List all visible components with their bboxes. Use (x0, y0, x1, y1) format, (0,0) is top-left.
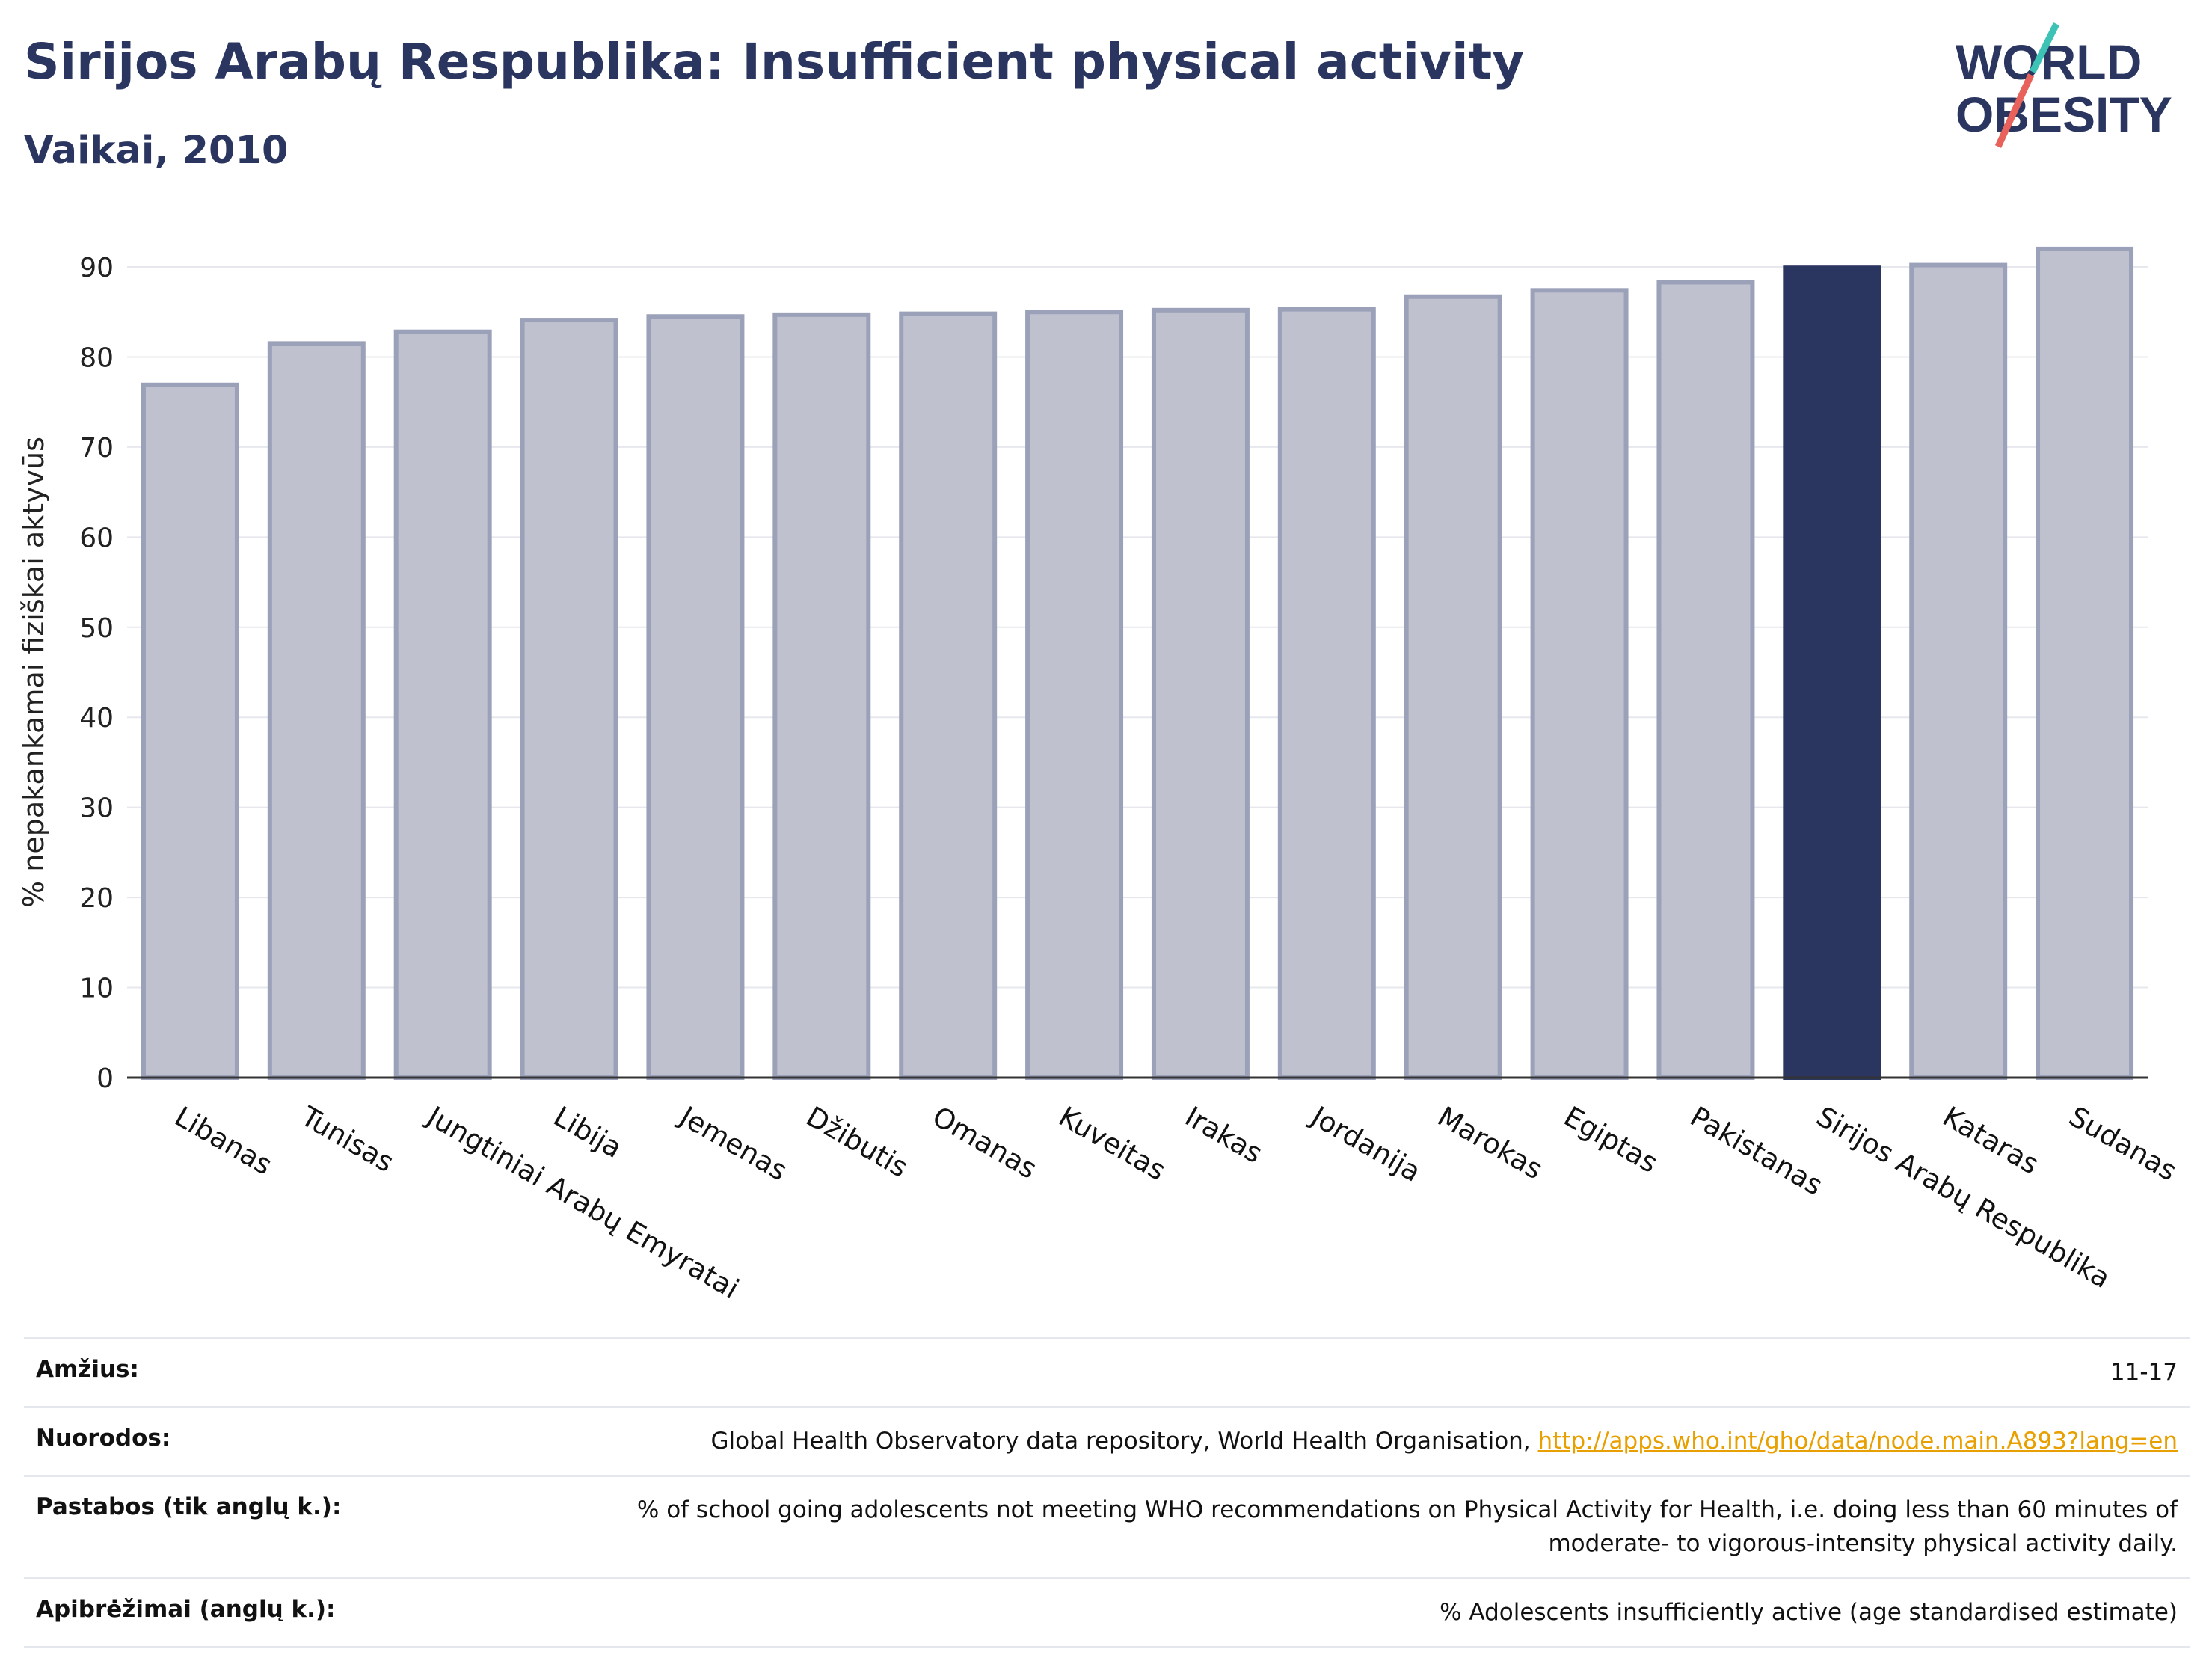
footer-value: 11-17 (2110, 1359, 2178, 1386)
logo-slash-red (1994, 73, 2035, 148)
x-tick-label: Irakas (1179, 1100, 1268, 1170)
x-tick-label: Kataras (1938, 1100, 2044, 1181)
bar-15 (2036, 246, 2134, 1080)
bar-13 (1783, 265, 1881, 1080)
x-tick-label: Marokas (1432, 1100, 1548, 1185)
x-tick-label: Kuveitas (1053, 1100, 1171, 1187)
y-tick-label: 70 (79, 433, 114, 464)
footer-value: % Adolescents insufficiently active (age… (1440, 1598, 2178, 1626)
y-tick-label: 40 (79, 703, 114, 734)
page-title: Sirijos Arabų Respublika: Insufficient p… (24, 33, 1525, 90)
y-axis-label: % nepakankamai fiziškai aktyvūs (17, 437, 50, 908)
footer-value: Global Health Observatory data repositor… (710, 1425, 2178, 1458)
x-tick-label: Omanas (927, 1100, 1042, 1185)
footer-label: Nuorodos: (36, 1424, 171, 1452)
footer-label: Pastabos (tik anglų k.): (36, 1493, 342, 1520)
x-tick-label: Sudanas (2063, 1100, 2182, 1187)
x-tick-label: Jordanija (1304, 1099, 1426, 1188)
x-tick-label: Libanas (169, 1100, 277, 1181)
world-obesity-logo: WORLD OBESITY (1956, 22, 2172, 148)
y-tick-label: 60 (79, 523, 114, 553)
y-axis-ticks: 0 10 20 30 40 50 60 70 80 90 (79, 253, 114, 1094)
bar-3 (520, 318, 618, 1081)
y-tick-label: 20 (79, 883, 114, 914)
footer-source-text: Global Health Observatory data repositor… (710, 1427, 1538, 1455)
y-tick-label: 80 (79, 343, 114, 373)
logo-slash-teal (2029, 22, 2060, 74)
y-tick-label: 50 (79, 613, 114, 644)
source-link[interactable]: http://apps.who.int/gho/data/node.main.A… (1537, 1427, 2178, 1455)
footer-value: % of school going adolescents not meetin… (636, 1496, 2178, 1557)
bar-11 (1530, 288, 1629, 1080)
bar-5 (772, 312, 871, 1080)
bar-1 (267, 341, 366, 1080)
x-tick-label: Libija (548, 1100, 627, 1164)
bar-2 (393, 329, 492, 1081)
bar-10 (1404, 294, 1502, 1080)
footer-label: Amžius: (36, 1356, 139, 1383)
x-tick-label: Pakistanas (1685, 1100, 1828, 1202)
footer-table: Amžius: 11-17 Nuorodos: Global Health Ob… (24, 1337, 2190, 1648)
logo-word-obesity: OBESITY (1956, 87, 2172, 142)
y-tick-label: 30 (79, 793, 114, 824)
footer-row-sources: Nuorodos: Global Health Observatory data… (24, 1405, 2190, 1475)
bar-0 (141, 382, 239, 1080)
bar-7 (1025, 310, 1124, 1080)
bar-chart: 0 10 20 30 40 50 60 70 80 90 Libanas Tunisas Jungti… (17, 246, 2182, 1305)
y-tick-label: 0 (96, 1063, 114, 1094)
footer-row-age: Amžius: 11-17 (24, 1337, 2190, 1406)
y-tick-label: 90 (79, 253, 114, 283)
x-axis-labels: Libanas Tunisas Jungtiniai Arabų EmyrataiL… (169, 1099, 2182, 1305)
x-tick-label: Jemenas (673, 1099, 793, 1187)
bar-9 (1277, 307, 1376, 1080)
y-tick-label: 10 (79, 974, 114, 1004)
x-tick-label: Tunisas (295, 1100, 399, 1179)
bars (141, 246, 2134, 1081)
footer-label: Apibrėžimai (anglų k.): (36, 1595, 336, 1623)
bar-6 (899, 311, 998, 1080)
bar-14 (1909, 262, 2008, 1081)
x-tick-label: Džibutis (801, 1100, 914, 1184)
page-subtitle: Vaikai, 2010 (24, 129, 289, 173)
x-tick-label: Egiptas (1558, 1100, 1663, 1179)
footer-row-definitions: Apibrėžimai (anglų k.): % Adolescents in… (24, 1576, 2190, 1648)
bar-12 (1656, 280, 1755, 1080)
bar-8 (1151, 307, 1250, 1080)
bar-4 (646, 314, 745, 1080)
footer-row-notes: Pastabos (tik anglų k.): % of school goi… (24, 1474, 2190, 1577)
